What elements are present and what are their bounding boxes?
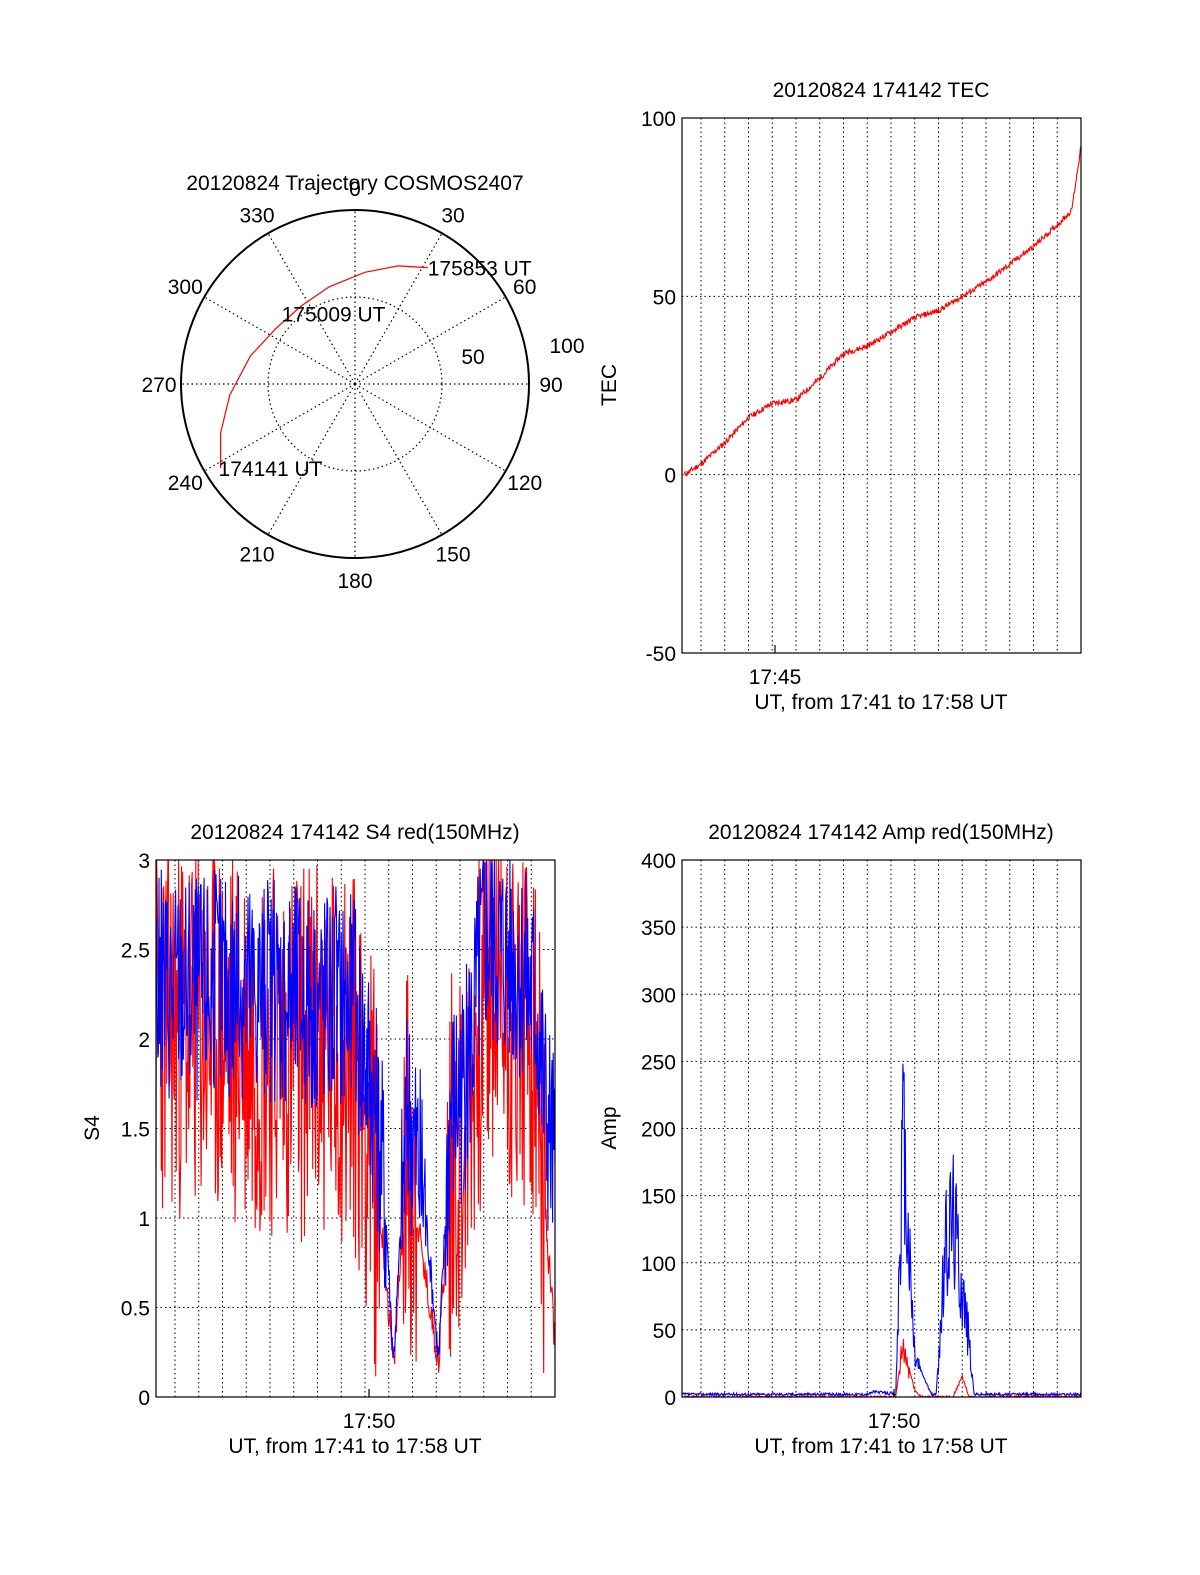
plot-frame bbox=[155, 859, 556, 1398]
y-tick-label: 100 bbox=[641, 1253, 676, 1276]
azimuth-tick-label: 330 bbox=[239, 204, 274, 227]
y-tick-label: 0 bbox=[664, 465, 676, 488]
azimuth-tick-label: 300 bbox=[168, 276, 203, 299]
amp-panel: 20120824 174142 Amp red(150MHz) 400 350 30… bbox=[598, 821, 1082, 1458]
azimuth-tick-label: 240 bbox=[168, 472, 203, 495]
x-tick-label: 17:50 bbox=[343, 1410, 396, 1433]
x-tick-label: 17:45 bbox=[749, 666, 802, 689]
azimuth-gridline bbox=[267, 383, 356, 535]
amp-title: 20120824 174142 Amp red(150MHz) bbox=[708, 821, 1054, 844]
polar-labels: 0 30 60 90 120 150 180 210 240 270 300 330 50 100 1741… bbox=[141, 178, 584, 593]
azimuth-tick-label: 120 bbox=[507, 472, 542, 495]
trajectory-panel: 20120824 Trajectory COSMOS2407 0 30 60 90 12… bbox=[141, 172, 584, 593]
azimuth-tick-label: 180 bbox=[337, 570, 372, 593]
elevation-ring bbox=[267, 296, 443, 472]
plot-frame bbox=[681, 117, 1082, 654]
radial-tick-label: 100 bbox=[549, 335, 584, 358]
azimuth-tick-label: 90 bbox=[539, 374, 562, 397]
y-tick-label: 400 bbox=[641, 850, 676, 873]
tec-plot: 100 50 0 -50 17:45 bbox=[641, 108, 1082, 689]
s4-panel: 20120824 174142 S4 red(150MHz) 3 2.5 2 1.5 1… bbox=[81, 821, 556, 1458]
y-tick-label: 0 bbox=[664, 1387, 676, 1410]
x-tick-label: 17:50 bbox=[868, 1410, 921, 1433]
y-tick-label: 0 bbox=[138, 1387, 150, 1410]
red-series-line bbox=[683, 146, 1082, 477]
tec-panel: 20120824 174142 TEC 100 50 0 -50 17:45 UT, f… bbox=[598, 79, 1082, 714]
amp-plot: 400 350 300 250 200 150 100 50 0 17:50 bbox=[641, 850, 1082, 1433]
azimuth-tick-label: 30 bbox=[441, 204, 464, 227]
blue-series-line bbox=[681, 1063, 1082, 1398]
azimuth-gridline bbox=[204, 383, 356, 472]
y-tick-label: 2.5 bbox=[121, 940, 150, 963]
azimuth-gridline bbox=[204, 296, 356, 385]
red-series-line bbox=[681, 1338, 1082, 1399]
blue-series-line bbox=[155, 859, 556, 1359]
azimuth-gridline bbox=[267, 233, 356, 385]
y-tick-label: 50 bbox=[653, 286, 676, 309]
trajectory-annotation: 174141 UT bbox=[219, 458, 323, 481]
red-series-line bbox=[155, 859, 556, 1377]
y-tick-label: 250 bbox=[641, 1051, 676, 1074]
y-tick-label: -50 bbox=[646, 643, 676, 666]
y-tick-label: 200 bbox=[641, 1119, 676, 1142]
amp-ylabel: Amp bbox=[598, 1106, 621, 1149]
azimuth-tick-label: 0 bbox=[349, 178, 361, 201]
y-tick-label: 300 bbox=[641, 984, 676, 1007]
s4-xlabel: UT, from 17:41 to 17:58 UT bbox=[228, 1435, 481, 1458]
y-tick-label: 0.5 bbox=[121, 1298, 150, 1321]
tec-ylabel: TEC bbox=[598, 364, 621, 406]
polar-grid bbox=[181, 210, 529, 558]
s4-ylabel: S4 bbox=[81, 1115, 104, 1141]
azimuth-tick-label: 60 bbox=[513, 276, 536, 299]
y-tick-label: 3 bbox=[138, 850, 150, 873]
trajectory-title: 20120824 Trajectory COSMOS2407 bbox=[186, 172, 523, 195]
azimuth-tick-label: 270 bbox=[141, 374, 176, 397]
y-tick-label: 350 bbox=[641, 917, 676, 940]
trajectory-line bbox=[220, 265, 428, 468]
azimuth-tick-label: 150 bbox=[435, 544, 470, 567]
y-tick-label: 50 bbox=[653, 1320, 676, 1343]
y-tick-label: 150 bbox=[641, 1186, 676, 1209]
amp-xlabel: UT, from 17:41 to 17:58 UT bbox=[754, 1435, 1007, 1458]
tec-xlabel: UT, from 17:41 to 17:58 UT bbox=[754, 691, 1007, 714]
radial-tick-label: 50 bbox=[461, 346, 484, 369]
s4-plot: 3 2.5 2 1.5 1 0.5 0 17:50 bbox=[121, 850, 556, 1433]
polar-frame bbox=[180, 209, 530, 559]
tec-title: 20120824 174142 TEC bbox=[773, 79, 990, 102]
y-tick-label: 1.5 bbox=[121, 1119, 150, 1142]
plot-frame bbox=[681, 859, 1082, 1398]
y-tick-label: 1 bbox=[138, 1208, 150, 1231]
trajectory-annotation: 175009 UT bbox=[282, 304, 386, 327]
azimuth-tick-label: 210 bbox=[239, 544, 274, 567]
y-tick-label: 100 bbox=[641, 108, 676, 131]
trajectory-annotation: 175853 UT bbox=[428, 258, 532, 281]
s4-title: 20120824 174142 S4 red(150MHz) bbox=[190, 821, 519, 844]
y-tick-label: 2 bbox=[138, 1029, 150, 1052]
